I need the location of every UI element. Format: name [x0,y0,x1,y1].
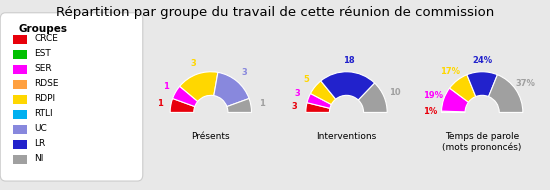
Wedge shape [359,83,387,112]
Wedge shape [467,72,497,97]
Text: LR: LR [35,139,46,148]
Bar [13,50,26,59]
Bar [13,35,26,44]
Text: 1%: 1% [423,107,437,116]
Text: 3: 3 [295,89,301,98]
Wedge shape [180,72,218,101]
Text: 18: 18 [343,56,354,65]
Bar [13,65,26,74]
Text: 3: 3 [241,68,247,77]
Text: Présents: Présents [191,132,230,141]
Bar [13,140,26,149]
Text: 3: 3 [292,102,298,111]
Wedge shape [307,93,331,108]
Wedge shape [170,98,195,112]
Wedge shape [442,88,469,112]
Text: NI: NI [35,154,44,163]
Bar [13,95,26,104]
FancyBboxPatch shape [0,13,143,181]
Text: CRCE: CRCE [35,34,58,43]
Text: 5: 5 [303,75,309,84]
Bar [13,125,26,134]
Text: 1: 1 [259,99,265,108]
Text: Groupes: Groupes [19,24,68,34]
Text: Répartition par groupe du travail de cette réunion de commission: Répartition par groupe du travail de cet… [56,6,494,19]
Bar [13,155,26,164]
Wedge shape [173,86,198,107]
Wedge shape [449,75,476,102]
Wedge shape [227,98,251,112]
Text: SER: SER [35,64,52,73]
Text: 24%: 24% [472,56,492,65]
Text: 3: 3 [190,59,196,68]
Text: RDSE: RDSE [35,79,59,88]
Text: 1: 1 [157,99,162,108]
Wedge shape [488,75,523,112]
Text: Temps de parole
(mots prononcés): Temps de parole (mots prononcés) [443,132,522,152]
Text: RTLI: RTLI [35,109,53,118]
Text: 37%: 37% [515,79,535,88]
Text: Interventions: Interventions [316,132,377,141]
Text: 19%: 19% [423,91,443,100]
Text: 10: 10 [389,88,400,97]
Wedge shape [311,81,335,104]
Text: RDPI: RDPI [35,94,56,103]
Text: 17%: 17% [441,67,460,76]
Text: 1: 1 [163,82,169,91]
Wedge shape [214,72,249,107]
Bar [13,80,26,89]
Text: EST: EST [35,49,51,58]
Wedge shape [321,72,375,100]
Wedge shape [306,103,330,112]
Wedge shape [442,111,465,112]
Bar [13,110,26,119]
Text: UC: UC [35,124,47,133]
